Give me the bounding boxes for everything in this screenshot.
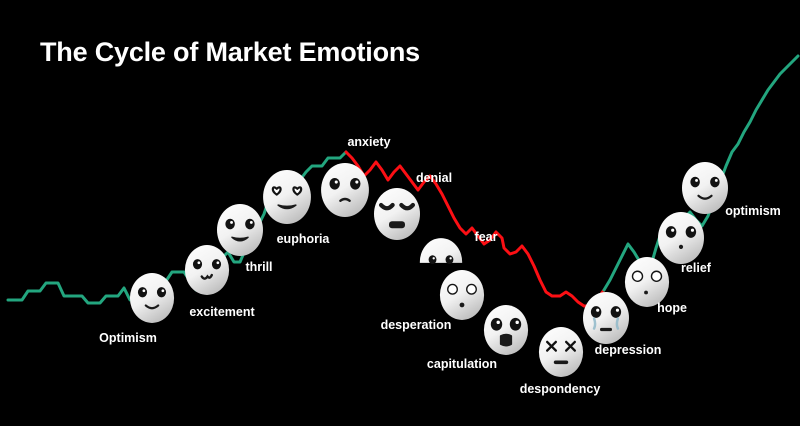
emotion-label-desperation: desperation [380,318,452,332]
emotion-label-denial: denial [415,171,453,185]
face-despondency [538,327,584,377]
emotion-label-fear: fear [474,230,498,244]
face-denial [374,188,420,240]
face-depression [583,292,629,344]
face-optimism-end [682,162,728,214]
emotion-label-thrill: thrill [245,260,273,274]
face-thrill [217,204,263,256]
emotion-label-excitement: excitement [189,305,255,319]
emotion-label-capitulation: capitulation [426,357,498,371]
chart-line-downtrend [344,150,606,308]
emotion-label-optimism: Optimism [99,331,157,345]
emotion-label-relief: relief [681,261,711,275]
emotion-label-anxiety: anxiety [347,135,391,149]
emotion-label-optimism: optimism [725,204,781,218]
face-excitement [184,245,230,295]
face-anxiety [321,162,369,218]
face-desperation [439,270,485,320]
face-optimism-start [129,273,175,323]
emotion-label-despondency: despondency [519,382,601,396]
chart-lines [6,54,800,308]
emotion-faces-layer [129,162,728,377]
emotion-label-euphoria: euphoria [276,232,330,246]
page-title: The Cycle of Market Emotions [40,37,420,67]
face-relief [658,212,704,264]
emotion-label-hope: hope [657,301,687,315]
face-euphoria [263,169,311,225]
face-fear [419,238,463,264]
face-hope [624,257,670,307]
emotion-label-depression: depression [594,343,662,357]
face-capitulation [483,305,529,355]
